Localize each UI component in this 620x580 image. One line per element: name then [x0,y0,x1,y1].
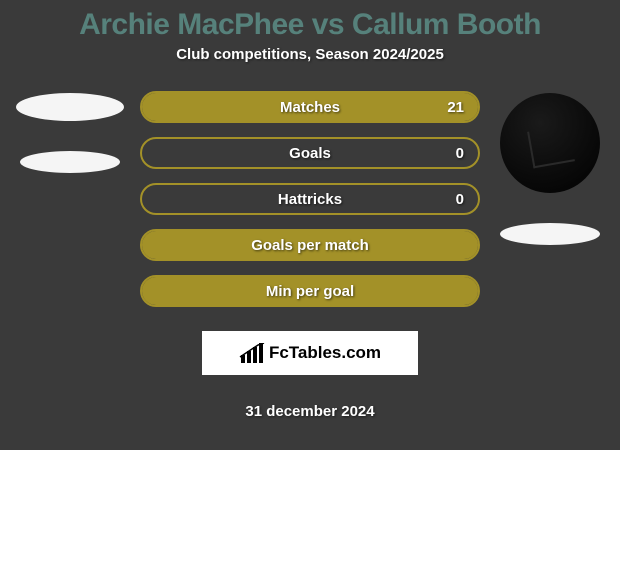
stats-column: Matches 21 Goals 0 Hattricks 0 Goals per… [135,91,485,420]
stat-value: 0 [456,191,464,208]
player-b-column [490,91,610,245]
subtitle: Club competitions, Season 2024/2025 [176,46,444,63]
stat-bar-matches: Matches 21 [140,91,480,123]
stat-label: Min per goal [266,283,354,300]
bottom-whitespace [0,450,620,580]
player-b-name: Callum Booth [352,8,541,41]
stats-card: Archie MacPhee vs Callum Booth Club comp… [0,0,620,450]
logo-content: FcTables.com [239,343,381,363]
stat-value: 21 [447,99,464,116]
stat-bar-hattricks: Hattricks 0 [140,183,480,215]
logo-text: FcTables.com [269,343,381,363]
stat-bar-goals-per-match: Goals per match [140,229,480,261]
stat-bar-goals: Goals 0 [140,137,480,169]
stat-label: Goals [289,145,331,162]
stat-value: 0 [456,145,464,162]
player-b-placeholder [500,223,600,245]
stat-label: Hattricks [278,191,342,208]
player-b-photo [500,93,600,193]
player-a-column [10,91,130,173]
player-a-placeholder-1 [16,93,124,121]
logo-box: FcTables.com [202,331,418,375]
player-a-name: Archie MacPhee [79,8,304,41]
stat-label: Matches [280,99,340,116]
content-row: Matches 21 Goals 0 Hattricks 0 Goals per… [0,91,620,420]
vs-text: vs [312,8,344,41]
date-text: 31 december 2024 [245,403,374,420]
player-a-placeholder-2 [20,151,120,173]
stat-bar-min-per-goal: Min per goal [140,275,480,307]
stat-label: Goals per match [251,237,369,254]
bar-chart-icon [239,343,265,363]
page-title: Archie MacPhee vs Callum Booth [79,8,541,42]
